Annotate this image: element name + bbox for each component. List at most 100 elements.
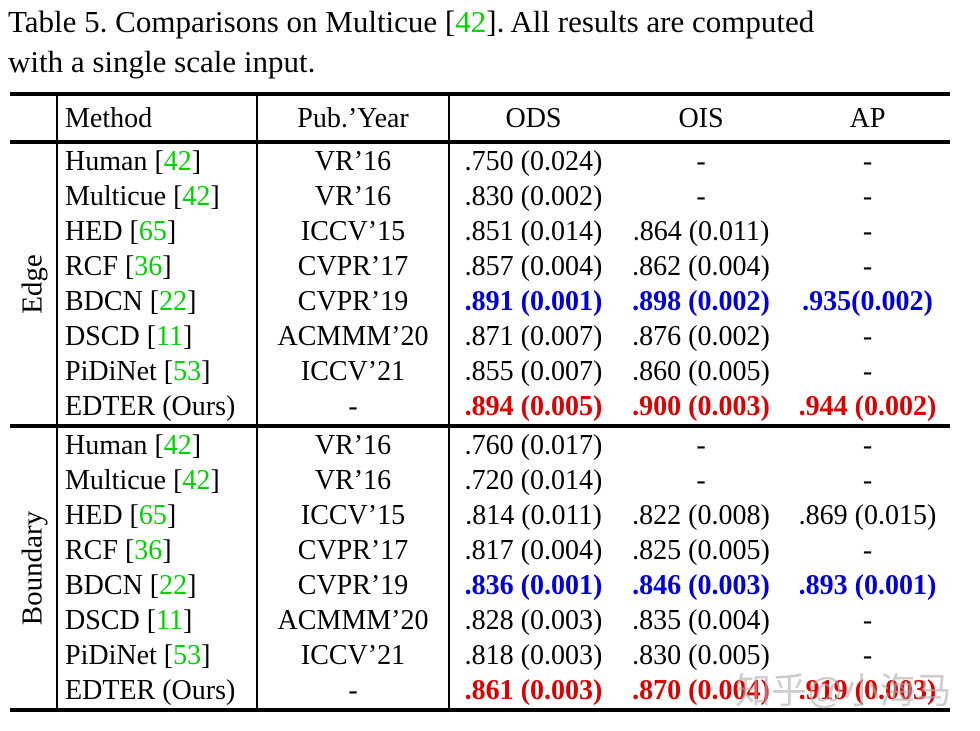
table-row: RCF [36] CVPR’17.817 (0.004) .825 (0.005) -: [10, 533, 950, 568]
bracket-open: [: [117, 251, 135, 282]
citation-number: 42: [163, 146, 192, 177]
method-name: PiDiNet: [65, 356, 157, 387]
method-name: RCF: [65, 251, 118, 282]
pub-year-cell: -: [256, 673, 449, 710]
bracket-close: ]: [187, 286, 197, 317]
bracket-open: [: [139, 321, 157, 352]
header-pub-year: Pub.’Year: [256, 94, 449, 144]
section-label: Edge: [16, 254, 49, 314]
ods-value-cell: .871 (0.007): [448, 319, 617, 354]
bracket-close: ]: [201, 640, 211, 671]
bracket-open: [: [166, 181, 183, 212]
caption-text-3: with a single scale input.: [8, 44, 316, 79]
corner-cell: [10, 94, 57, 144]
method-name: HED: [65, 500, 123, 531]
pub-year-cell: CVPR’19: [256, 284, 449, 319]
ois-value-cell: -: [617, 424, 785, 463]
ods-value-cell: .891 (0.001): [448, 284, 617, 319]
ois-value-cell: -: [617, 140, 785, 179]
bracket-open: [: [139, 605, 157, 636]
method-cell: Multicue [42]: [56, 463, 257, 498]
method-name: DSCD: [65, 605, 140, 636]
ois-value-cell: .846 (0.003): [632, 570, 770, 601]
pub-year-cell: VR’16: [256, 179, 449, 214]
bracket-open: [: [117, 535, 135, 566]
method-cell: HED [65]: [56, 214, 257, 249]
ois-value-cell: -: [696, 465, 706, 496]
table-row: HED [65] ICCV’15.851 (0.014) .864 (0.011) -: [10, 214, 950, 249]
citation-number: 11: [156, 321, 183, 352]
caption-text-2: ]. All results are computed: [486, 4, 815, 39]
bracket-close: ]: [162, 251, 172, 282]
table-row: PiDiNet [53] ICCV’21.818 (0.003) .830 (0.0…: [10, 638, 950, 673]
ods-value-cell: .855 (0.007): [448, 354, 617, 389]
method-name: DSCD: [65, 321, 140, 352]
bracket-open: [: [147, 146, 164, 177]
ods-value-cell: .861 (0.003): [448, 673, 617, 710]
ois-value-cell: .835 (0.004): [632, 605, 770, 636]
bracket-close: ]: [191, 430, 202, 461]
ap-value-cell: -: [862, 181, 873, 212]
method-cell: RCF [36]: [56, 249, 257, 284]
ods-value-cell: .894 (0.005): [448, 389, 617, 426]
pub-year-cell: ICCV’21: [256, 354, 449, 389]
table-row: Multicue [42] VR’16.830 (0.002) - -: [10, 179, 950, 214]
bracket-close: ]: [187, 570, 197, 601]
ods-value-cell: .760 (0.017): [448, 424, 617, 463]
ap-value-cell: -: [862, 216, 873, 247]
table-row: Boundary Human [42] VR’16.760 (0.017) - -: [10, 424, 950, 710]
pub-year-cell: CVPR’17: [256, 533, 449, 568]
method-name: HED: [65, 216, 123, 247]
pub-year-cell: CVPR’17: [256, 249, 449, 284]
bracket-close: ]: [166, 500, 177, 531]
method-name: Multicue: [65, 181, 167, 212]
ap-value-cell: -: [862, 535, 873, 566]
ois-value-cell: .900 (0.003): [632, 391, 770, 422]
pub-year-cell: VR’16: [256, 140, 449, 179]
bracket-open: [: [156, 356, 174, 387]
citation-number: 36: [134, 535, 163, 566]
citation-number: 11: [156, 605, 183, 636]
ap-value-cell: .869 (0.015): [798, 500, 937, 531]
citation-number: 22: [159, 570, 188, 601]
header-ap: AP: [785, 94, 950, 144]
results-table: Method Pub.’Year ODS OIS AP Edge Human [4…: [10, 92, 950, 712]
method-cell: HED [65]: [56, 498, 257, 533]
bracket-close: ]: [166, 216, 177, 247]
ods-value-cell: .814 (0.011): [448, 498, 617, 533]
method-cell: RCF [36]: [56, 533, 257, 568]
ois-value-cell: .825 (0.005): [632, 535, 770, 566]
ap-value-cell: .935(0.002): [802, 286, 933, 317]
ap-value-cell: -: [862, 605, 873, 636]
citation-number: 53: [173, 356, 202, 387]
table-row: Edge Human [42] VR’16.750 (0.024) - -: [10, 140, 950, 426]
table-header-row: Method Pub.’Year ODS OIS AP: [10, 94, 950, 144]
method-name: EDTER (Ours): [65, 391, 236, 422]
ap-value-cell: -: [862, 251, 873, 282]
table-row: Multicue [42] VR’16.720 (0.014) - -: [10, 463, 950, 498]
table-row: RCF [36] CVPR’17.857 (0.004) .862 (0.004) -: [10, 249, 950, 284]
ods-value-cell: .857 (0.004): [448, 249, 617, 284]
pub-year-cell: VR’16: [256, 424, 449, 463]
ods-value-cell: .720 (0.014): [448, 463, 617, 498]
bracket-open: [: [166, 465, 183, 496]
table-row: HED [65] ICCV’15.814 (0.011) .822 (0.008).…: [10, 498, 950, 533]
bracket-open: [: [147, 430, 164, 461]
caption-text-1: Table 5. Comparisons on Multicue [: [8, 4, 456, 39]
header-method: Method: [56, 94, 257, 144]
table-row: PiDiNet [53] ICCV’21.855 (0.007) .860 (0.0…: [10, 354, 950, 389]
bracket-close: ]: [183, 321, 193, 352]
ois-value-cell: .860 (0.005): [632, 356, 770, 387]
table-row: BDCN [22] CVPR’19.891 (0.001) .898 (0.002)…: [10, 284, 950, 319]
pub-year-cell: CVPR’19: [256, 568, 449, 603]
citation-number: 22: [159, 286, 188, 317]
bracket-open: [: [156, 640, 174, 671]
method-cell: Human [42]: [56, 140, 257, 179]
ods-value-cell: .836 (0.001): [448, 568, 617, 603]
ois-value-cell: .876 (0.002): [632, 321, 770, 352]
ap-value-cell: -: [785, 140, 950, 179]
citation-number: 53: [173, 640, 202, 671]
ois-value-cell: .862 (0.004): [632, 251, 770, 282]
pub-year-cell: ICCV’15: [256, 498, 449, 533]
method-cell: PiDiNet [53]: [56, 638, 257, 673]
